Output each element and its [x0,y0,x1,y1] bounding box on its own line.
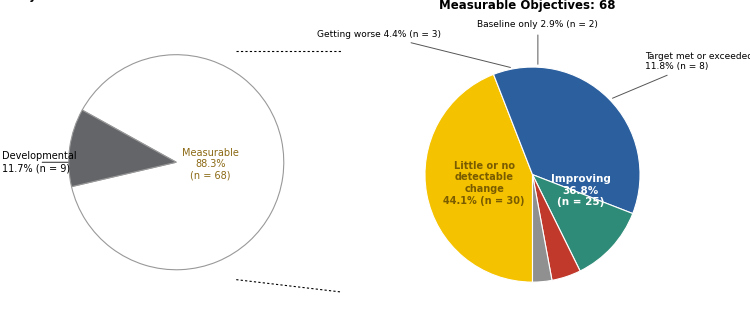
Text: Little or no
detectable
change
44.1% (n = 30): Little or no detectable change 44.1% (n … [443,161,525,205]
Text: Getting worse 4.4% (n = 3): Getting worse 4.4% (n = 3) [317,30,511,67]
Text: Measurable
88.3%
(n = 68): Measurable 88.3% (n = 68) [182,148,239,181]
Text: Developmental
11.7% (n = 9): Developmental 11.7% (n = 9) [2,151,76,173]
Wedge shape [71,55,284,270]
Wedge shape [494,67,640,214]
Wedge shape [69,110,176,187]
Text: Total Objectives: 77: Total Objectives: 77 [0,0,107,2]
Text: Improving
36.8%
(n = 25): Improving 36.8% (n = 25) [551,174,610,207]
Wedge shape [532,175,580,280]
Text: Measurable Objectives: 68: Measurable Objectives: 68 [439,0,615,12]
Text: Baseline only 2.9% (n = 2): Baseline only 2.9% (n = 2) [478,20,598,64]
Text: Target met or exceeded
11.8% (n = 8): Target met or exceeded 11.8% (n = 8) [613,52,750,98]
Wedge shape [532,175,552,282]
Wedge shape [425,74,532,282]
Wedge shape [532,175,633,271]
